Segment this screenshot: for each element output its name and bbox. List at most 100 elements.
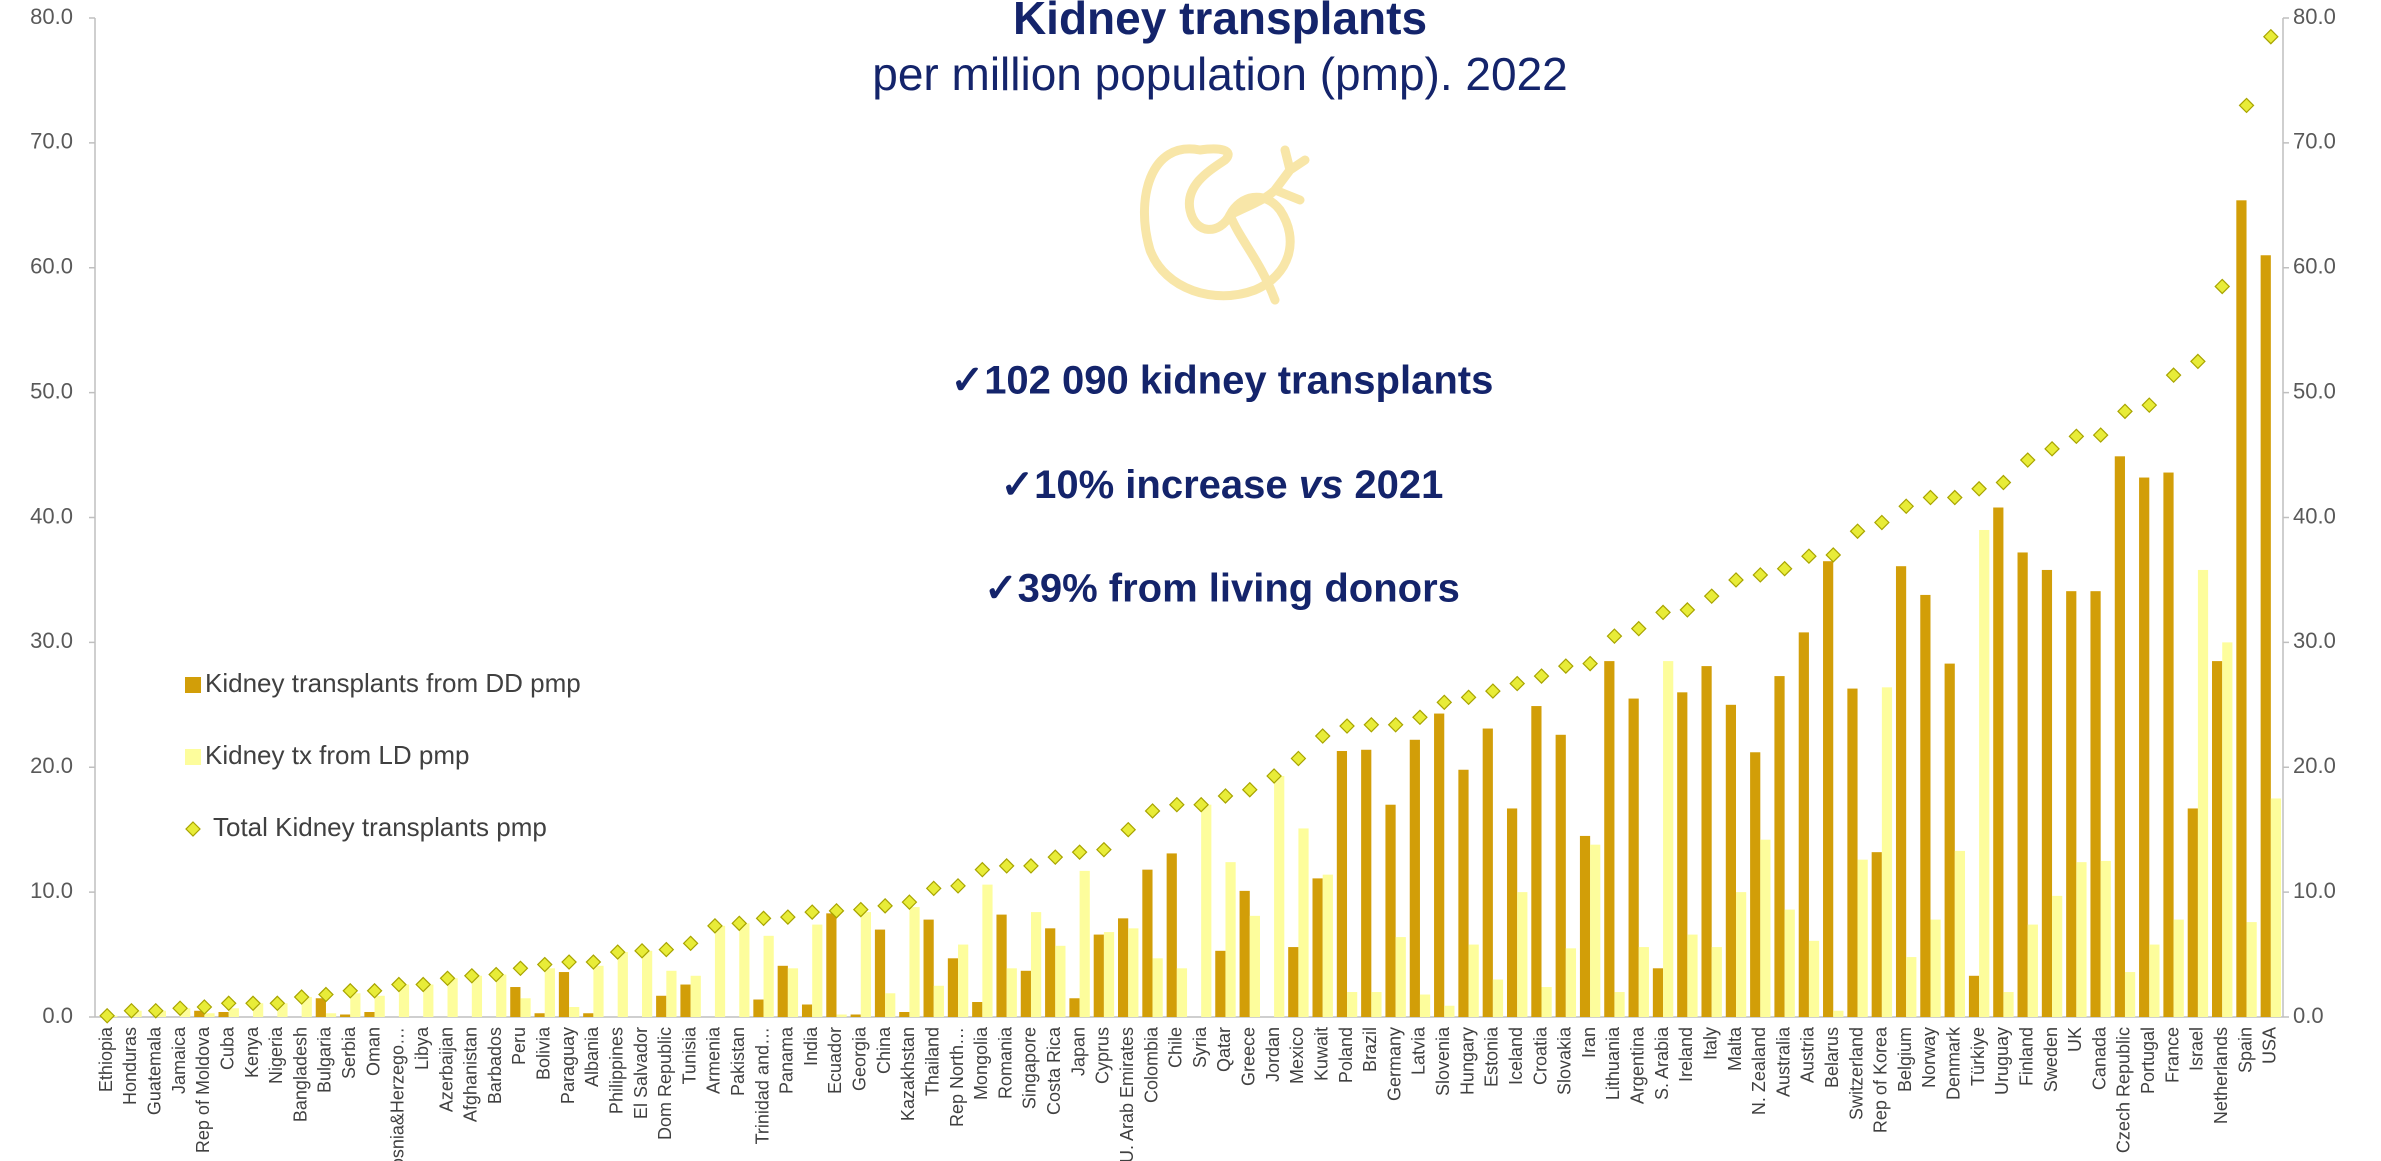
total-marker [220, 995, 237, 1012]
bar [958, 944, 969, 1017]
x-tick-label: Libya [412, 1026, 432, 1070]
x-tick-label: Netherlands [2211, 1027, 2231, 1124]
x-tick-label: Rep North… [947, 1027, 967, 1127]
bar [155, 1010, 166, 1017]
bar [1201, 804, 1212, 1017]
bar [1725, 704, 1736, 1017]
x-tick-label: Denmark [1944, 1026, 1964, 1100]
annotation: ✓10% increase vs 2021 [1001, 463, 1444, 507]
x-tick-label: Japan [1068, 1027, 1088, 1076]
x-tick-label: Slovakia [1555, 1026, 1575, 1095]
total-marker [950, 878, 966, 894]
x-tick-label: Singapore [1020, 1027, 1040, 1109]
x-tick-label: Chile [1166, 1027, 1186, 1068]
bar [2066, 591, 2077, 1017]
bar [583, 1013, 594, 1017]
chart-subtitle: per million population (pmp). 2022 [872, 48, 1568, 100]
total-marker [2190, 353, 2206, 370]
bar [739, 923, 750, 1017]
total-marker [99, 1007, 116, 1024]
x-tick-label: U. Arab Emirates [1117, 1027, 1137, 1161]
x-tick-label: Paraguay [558, 1027, 578, 1104]
total-marker [609, 944, 626, 960]
bar [909, 907, 920, 1017]
total-marker [755, 910, 772, 927]
y2-tick-label: 80.0 [2293, 4, 2336, 29]
x-tick-label: Albania [582, 1026, 602, 1087]
bar [2163, 472, 2174, 1017]
bar [812, 924, 823, 1017]
total-marker [269, 995, 286, 1012]
bar [2124, 972, 2136, 1017]
bar [1093, 934, 1104, 1017]
x-tick-label: Israel [2187, 1027, 2207, 1071]
x-tick-label: Rep of Moldova [193, 1026, 213, 1153]
bar [1288, 947, 1299, 1017]
bar [1774, 676, 1785, 1017]
y2-tick-label: 10.0 [2293, 878, 2336, 903]
total-marker [245, 995, 261, 1012]
bar [277, 1003, 288, 1017]
total-marker [1168, 796, 1185, 813]
total-marker [804, 904, 821, 920]
x-tick-label: Costa Rica [1044, 1026, 1064, 1115]
bar [520, 998, 531, 1017]
x-tick-label: Pakistan [728, 1027, 748, 1096]
bar [1128, 928, 1139, 1017]
bar [374, 995, 385, 1017]
x-tick-label: Kazakhstan [898, 1027, 918, 1121]
total-marker [2141, 397, 2158, 413]
bar [1419, 994, 1431, 1017]
total-marker [1412, 709, 1428, 726]
bar [1152, 958, 1163, 1017]
x-tick-label: Tunisia [679, 1026, 699, 1084]
x-tick-label: Oman [363, 1027, 383, 1076]
total-marker [1922, 489, 1939, 506]
x-tick-label: Hungary [1457, 1027, 1477, 1095]
x-tick-label: Barbados [485, 1027, 505, 1104]
bar [2236, 200, 2247, 1017]
bar [1069, 998, 1080, 1017]
bar [1736, 892, 1747, 1017]
x-tick-label: Panama [777, 1026, 797, 1094]
bar [1920, 594, 1931, 1017]
bar [666, 970, 677, 1017]
x-tick-label: Ireland [1676, 1027, 1696, 1082]
total-marker [536, 956, 553, 973]
total-marker [1752, 567, 1769, 583]
total-marker [1266, 768, 1282, 784]
y2-tick-label: 70.0 [2293, 129, 2336, 154]
y-tick-label: 70.0 [30, 129, 73, 154]
y-tick-label: 50.0 [30, 378, 73, 403]
bar [1590, 844, 1601, 1017]
x-tick-label: Bosnia&Herzego… [388, 1027, 408, 1161]
x-tick-label: Iceland [1506, 1027, 1526, 1085]
x-tick-label: Dom Republic [655, 1027, 675, 1140]
y2-tick-label: 20.0 [2293, 753, 2336, 778]
y-tick-label: 80.0 [30, 4, 73, 29]
bar [1579, 835, 1591, 1017]
x-tick-label: Switzerland [1846, 1027, 1866, 1120]
total-marker [1144, 803, 1161, 819]
bar [2076, 862, 2087, 1017]
total-marker [1290, 750, 1307, 767]
bar [2114, 456, 2125, 1017]
bar [2090, 591, 2101, 1017]
total-marker [731, 915, 748, 932]
bar [1760, 839, 1771, 1017]
x-tick-label: Belarus [1822, 1027, 1842, 1088]
x-tick-label: Guatemala [145, 1026, 165, 1115]
bar [569, 1007, 580, 1017]
bar [2173, 919, 2184, 1017]
bar [204, 1013, 215, 1017]
bar [1993, 507, 2004, 1017]
bar [1336, 751, 1348, 1017]
bar [1142, 869, 1153, 1017]
bar [1176, 968, 1188, 1017]
x-tick-label: Jordan [1263, 1027, 1283, 1082]
x-tick-label: Azerbaijan [436, 1027, 456, 1112]
x-tick-label: Serbia [339, 1026, 359, 1079]
bar [2246, 922, 2257, 1017]
bar [1298, 828, 1309, 1017]
x-tick-label: Uruguay [1992, 1027, 2012, 1095]
